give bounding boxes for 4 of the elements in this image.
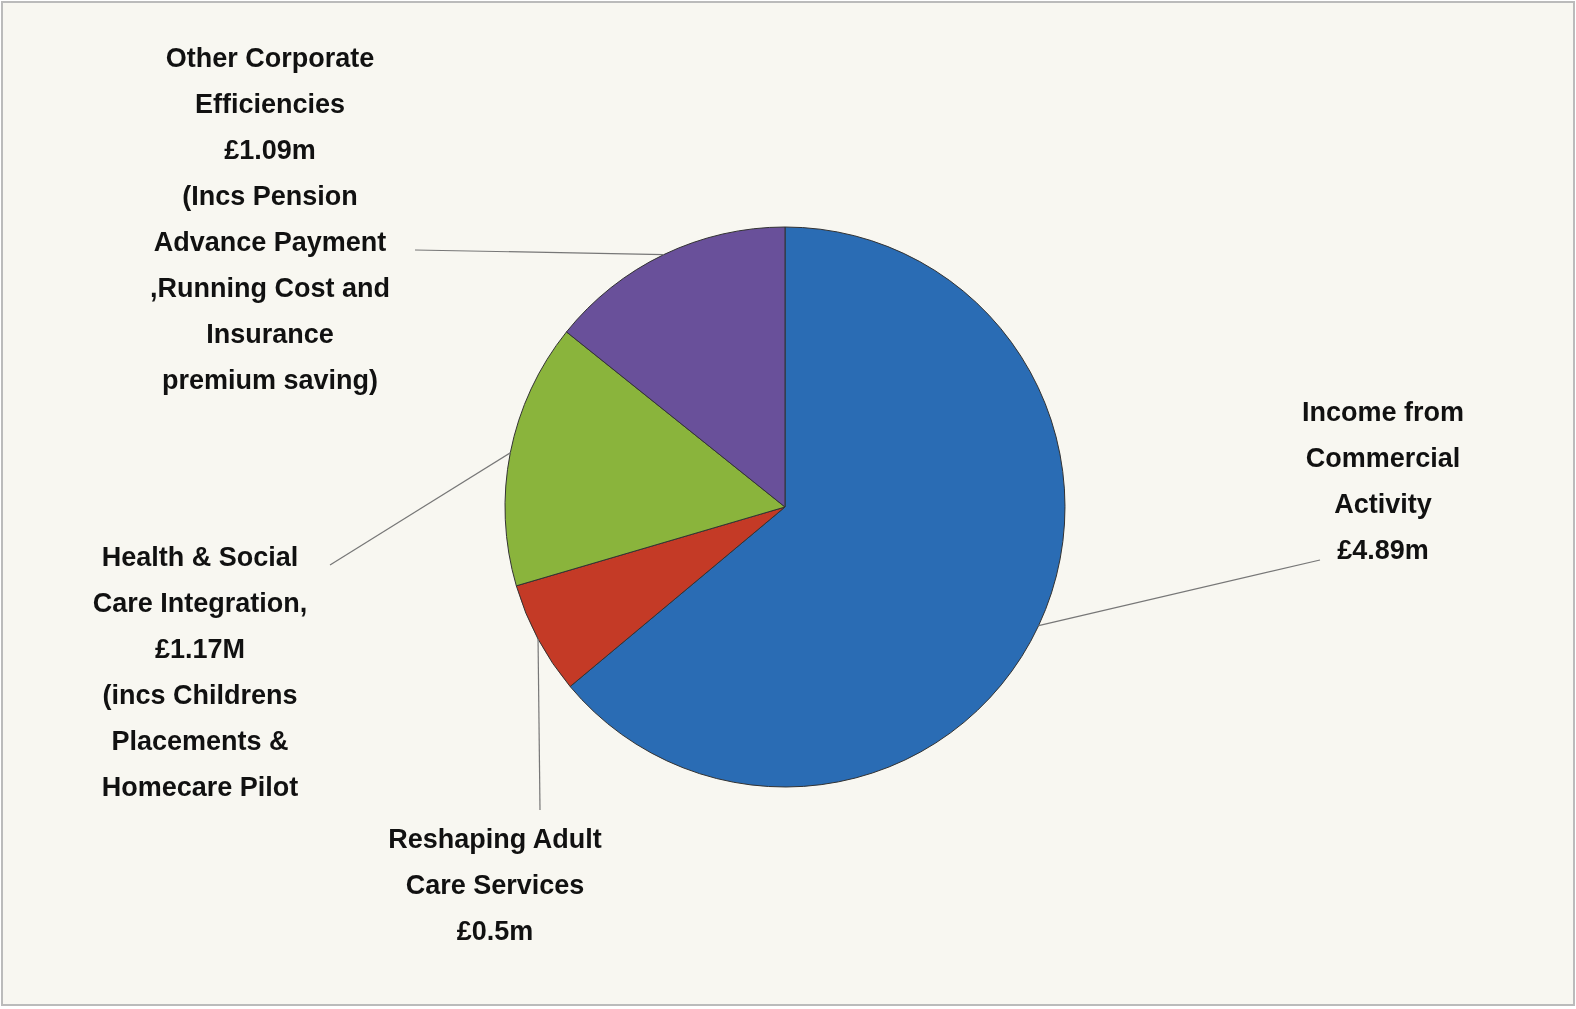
slice-label: Health & Social Care Integration, £1.17M (incs Childrens Placements & Homecare Pilot xyxy=(92,542,308,802)
slice-label: Reshaping Adult Care Services £0.5m xyxy=(388,824,602,946)
slice-label: Other Corporate Efficiencies £1.09m (Incs Pension Advance Payment ,Running Cost and Insurance premium saving) xyxy=(150,43,390,395)
slice-label: Income from Commercial Activity £4.89m xyxy=(1301,397,1465,565)
